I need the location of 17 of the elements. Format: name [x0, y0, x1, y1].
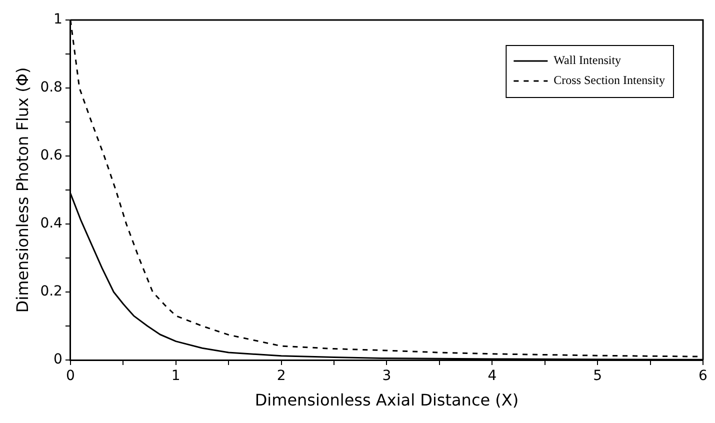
- y-tick-label: 0.6: [40, 148, 63, 164]
- y-tick-label: 1: [54, 12, 62, 28]
- legend-label: Cross Section Intensity: [554, 73, 665, 88]
- y-tick-label: 0.2: [40, 284, 62, 300]
- x-tick-label: 1: [171, 368, 180, 384]
- x-axis-title: Dimensionless Axial Distance (X): [254, 390, 519, 410]
- x-tick-label: 5: [593, 368, 602, 384]
- legend-label: Wall Intensity: [554, 53, 622, 68]
- x-tick-label: 4: [488, 368, 497, 384]
- x-tick-label: 3: [382, 368, 392, 384]
- x-tick-label: 0: [66, 368, 75, 384]
- x-tick-label: 6: [698, 368, 708, 384]
- y-tick-label: 0: [54, 352, 62, 368]
- y-axis-title: Dimensionless Photon Flux (Φ): [12, 67, 32, 313]
- x-tick-label: 2: [276, 368, 286, 384]
- y-tick-label: 0.4: [40, 216, 63, 232]
- y-tick-label: 0.8: [40, 80, 62, 96]
